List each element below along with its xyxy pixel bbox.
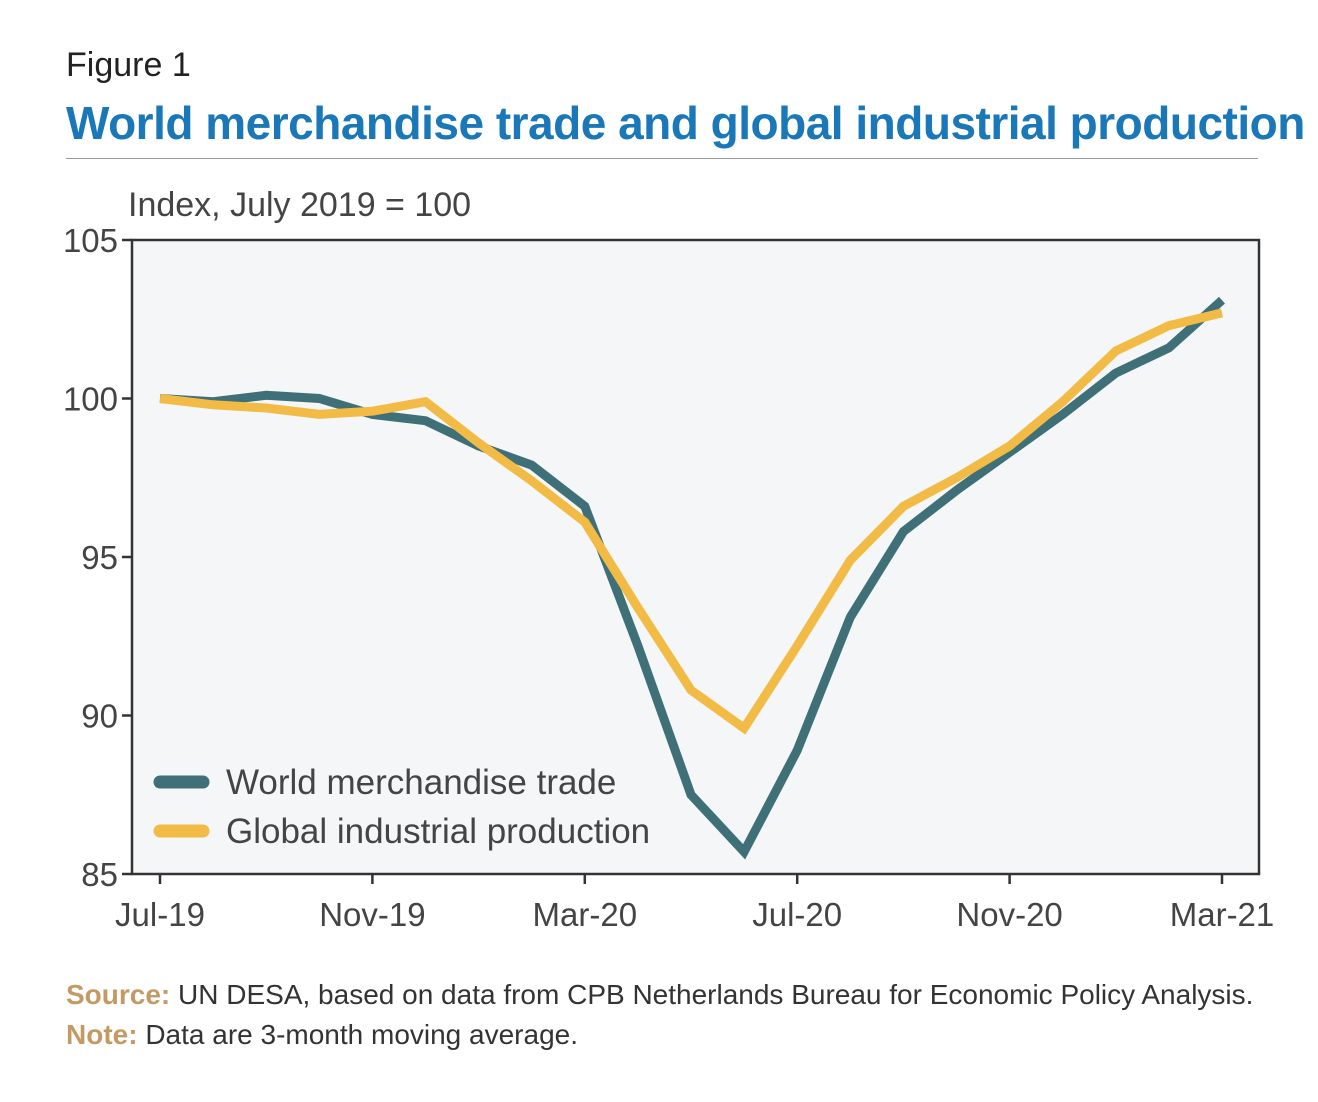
chart-title: World merchandise trade and global indus…	[66, 97, 1305, 149]
note-text: Data are 3-month moving average.	[137, 1019, 578, 1050]
y-tick-label: 95	[81, 539, 118, 576]
y-tick-label: 85	[81, 856, 118, 893]
figure-label: Figure 1	[66, 46, 191, 84]
legend-label: Global industrial production	[226, 812, 650, 851]
plot-area	[130, 238, 1261, 876]
chart-canvas: Index, July 2019 = 100 85 90 95 100 105 Jul-…	[63, 186, 1274, 933]
x-tick-label: Nov-19	[319, 896, 425, 933]
legend-label: World merchandise trade	[226, 763, 616, 802]
y-tick-label: 90	[81, 698, 118, 735]
y-tick-label: 105	[63, 222, 118, 259]
y-axis-label: Index, July 2019 = 100	[128, 186, 471, 224]
x-tick-label: Mar-20	[533, 896, 638, 933]
source-text: UN DESA, based on data from CPB Netherla…	[170, 979, 1254, 1010]
series-line-world-merchandise-trade	[159, 296, 1226, 860]
source-label: Source:	[66, 979, 171, 1010]
title-divider	[66, 158, 1258, 159]
legend: World merchandise trade Global industrial…	[153, 763, 650, 851]
x-axis: Jul-19 Nov-19 Mar-20 Jul-20 Nov-20 Mar-21	[115, 874, 1274, 933]
y-axis: 85 90 95 100 105	[63, 222, 132, 893]
note-line: Note: Data are 3-month moving average.	[66, 1015, 1253, 1055]
series-layer	[159, 296, 1226, 860]
chart-notes: Source: UN DESA, based on data from CPB …	[66, 975, 1253, 1055]
x-tick-label: Mar-21	[1170, 896, 1275, 933]
note-label: Note:	[66, 1019, 138, 1050]
x-tick-label: Jul-19	[115, 896, 205, 933]
x-tick-label: Nov-20	[956, 896, 1062, 933]
x-tick-label: Jul-20	[752, 896, 842, 933]
source-line: Source: UN DESA, based on data from CPB …	[66, 975, 1253, 1015]
y-tick-label: 100	[63, 381, 118, 418]
series-line-global-industrial-production	[159, 308, 1224, 735]
